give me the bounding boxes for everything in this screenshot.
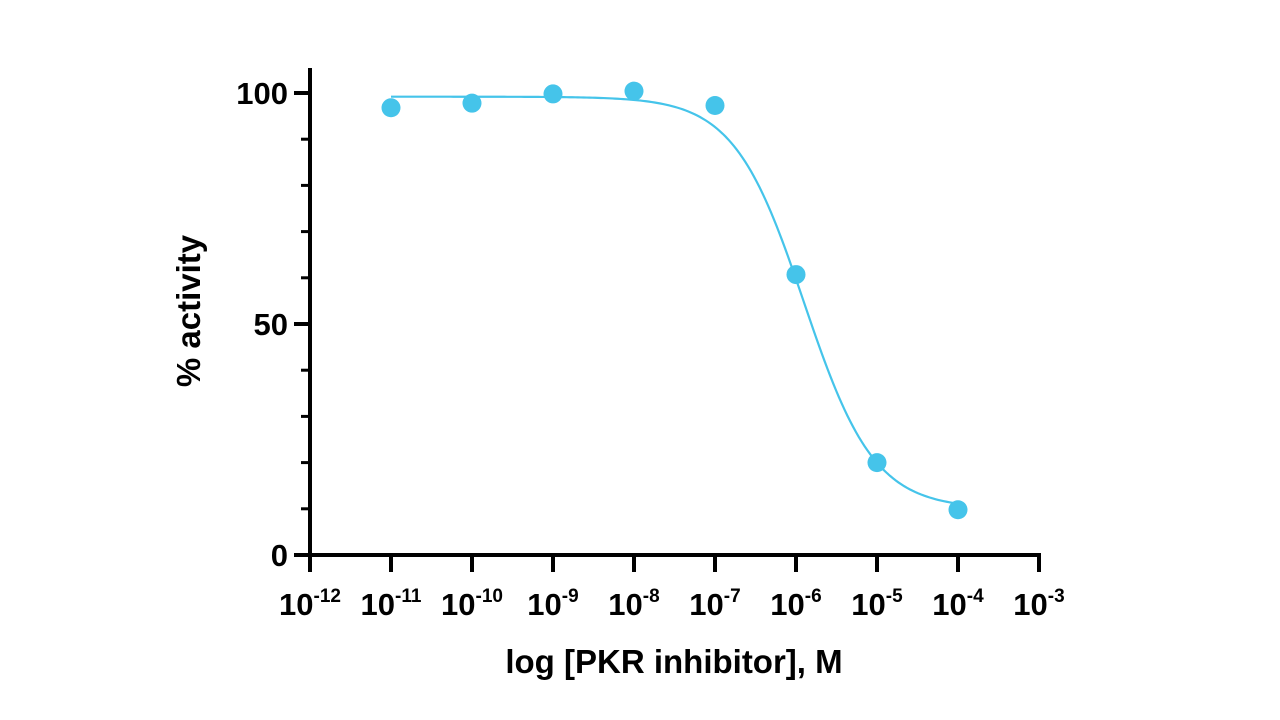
- x-tick-label: 10-11: [361, 586, 422, 622]
- data-point: [624, 81, 644, 101]
- data-point: [381, 98, 401, 118]
- x-tick-label: 10-9: [527, 586, 578, 622]
- data-point: [786, 265, 806, 285]
- data-points: [381, 81, 968, 520]
- y-tick-label: 0: [271, 538, 288, 573]
- x-tick-label: 10-3: [1013, 586, 1064, 622]
- x-tick-label: 10-6: [770, 586, 821, 622]
- x-tick-label: 10-5: [851, 586, 903, 622]
- fit-layer: [391, 95, 959, 505]
- y-tick-label: 100: [236, 76, 288, 111]
- fit-curve: [391, 95, 959, 505]
- x-tick-label: 10-4: [932, 586, 984, 622]
- data-point: [867, 453, 887, 473]
- x-tick-label: 10-10: [441, 586, 503, 622]
- y-tick-label: 50: [254, 307, 288, 342]
- data-point: [462, 93, 482, 113]
- x-tick-label: 10-12: [279, 586, 341, 622]
- data-point: [543, 84, 563, 104]
- x-tick-label: 10-8: [608, 586, 659, 622]
- axes: 0 50 100 10-12 10-11 10-10 10-9 10-8 10-7 10-6 10-…: [236, 68, 1065, 622]
- x-axis-title: log [PKR inhibitor], M: [505, 643, 842, 680]
- data-point: [948, 500, 968, 520]
- data-point: [705, 95, 725, 115]
- y-axis-title: % activity: [170, 234, 207, 387]
- x-tick-label: 10-7: [689, 586, 740, 622]
